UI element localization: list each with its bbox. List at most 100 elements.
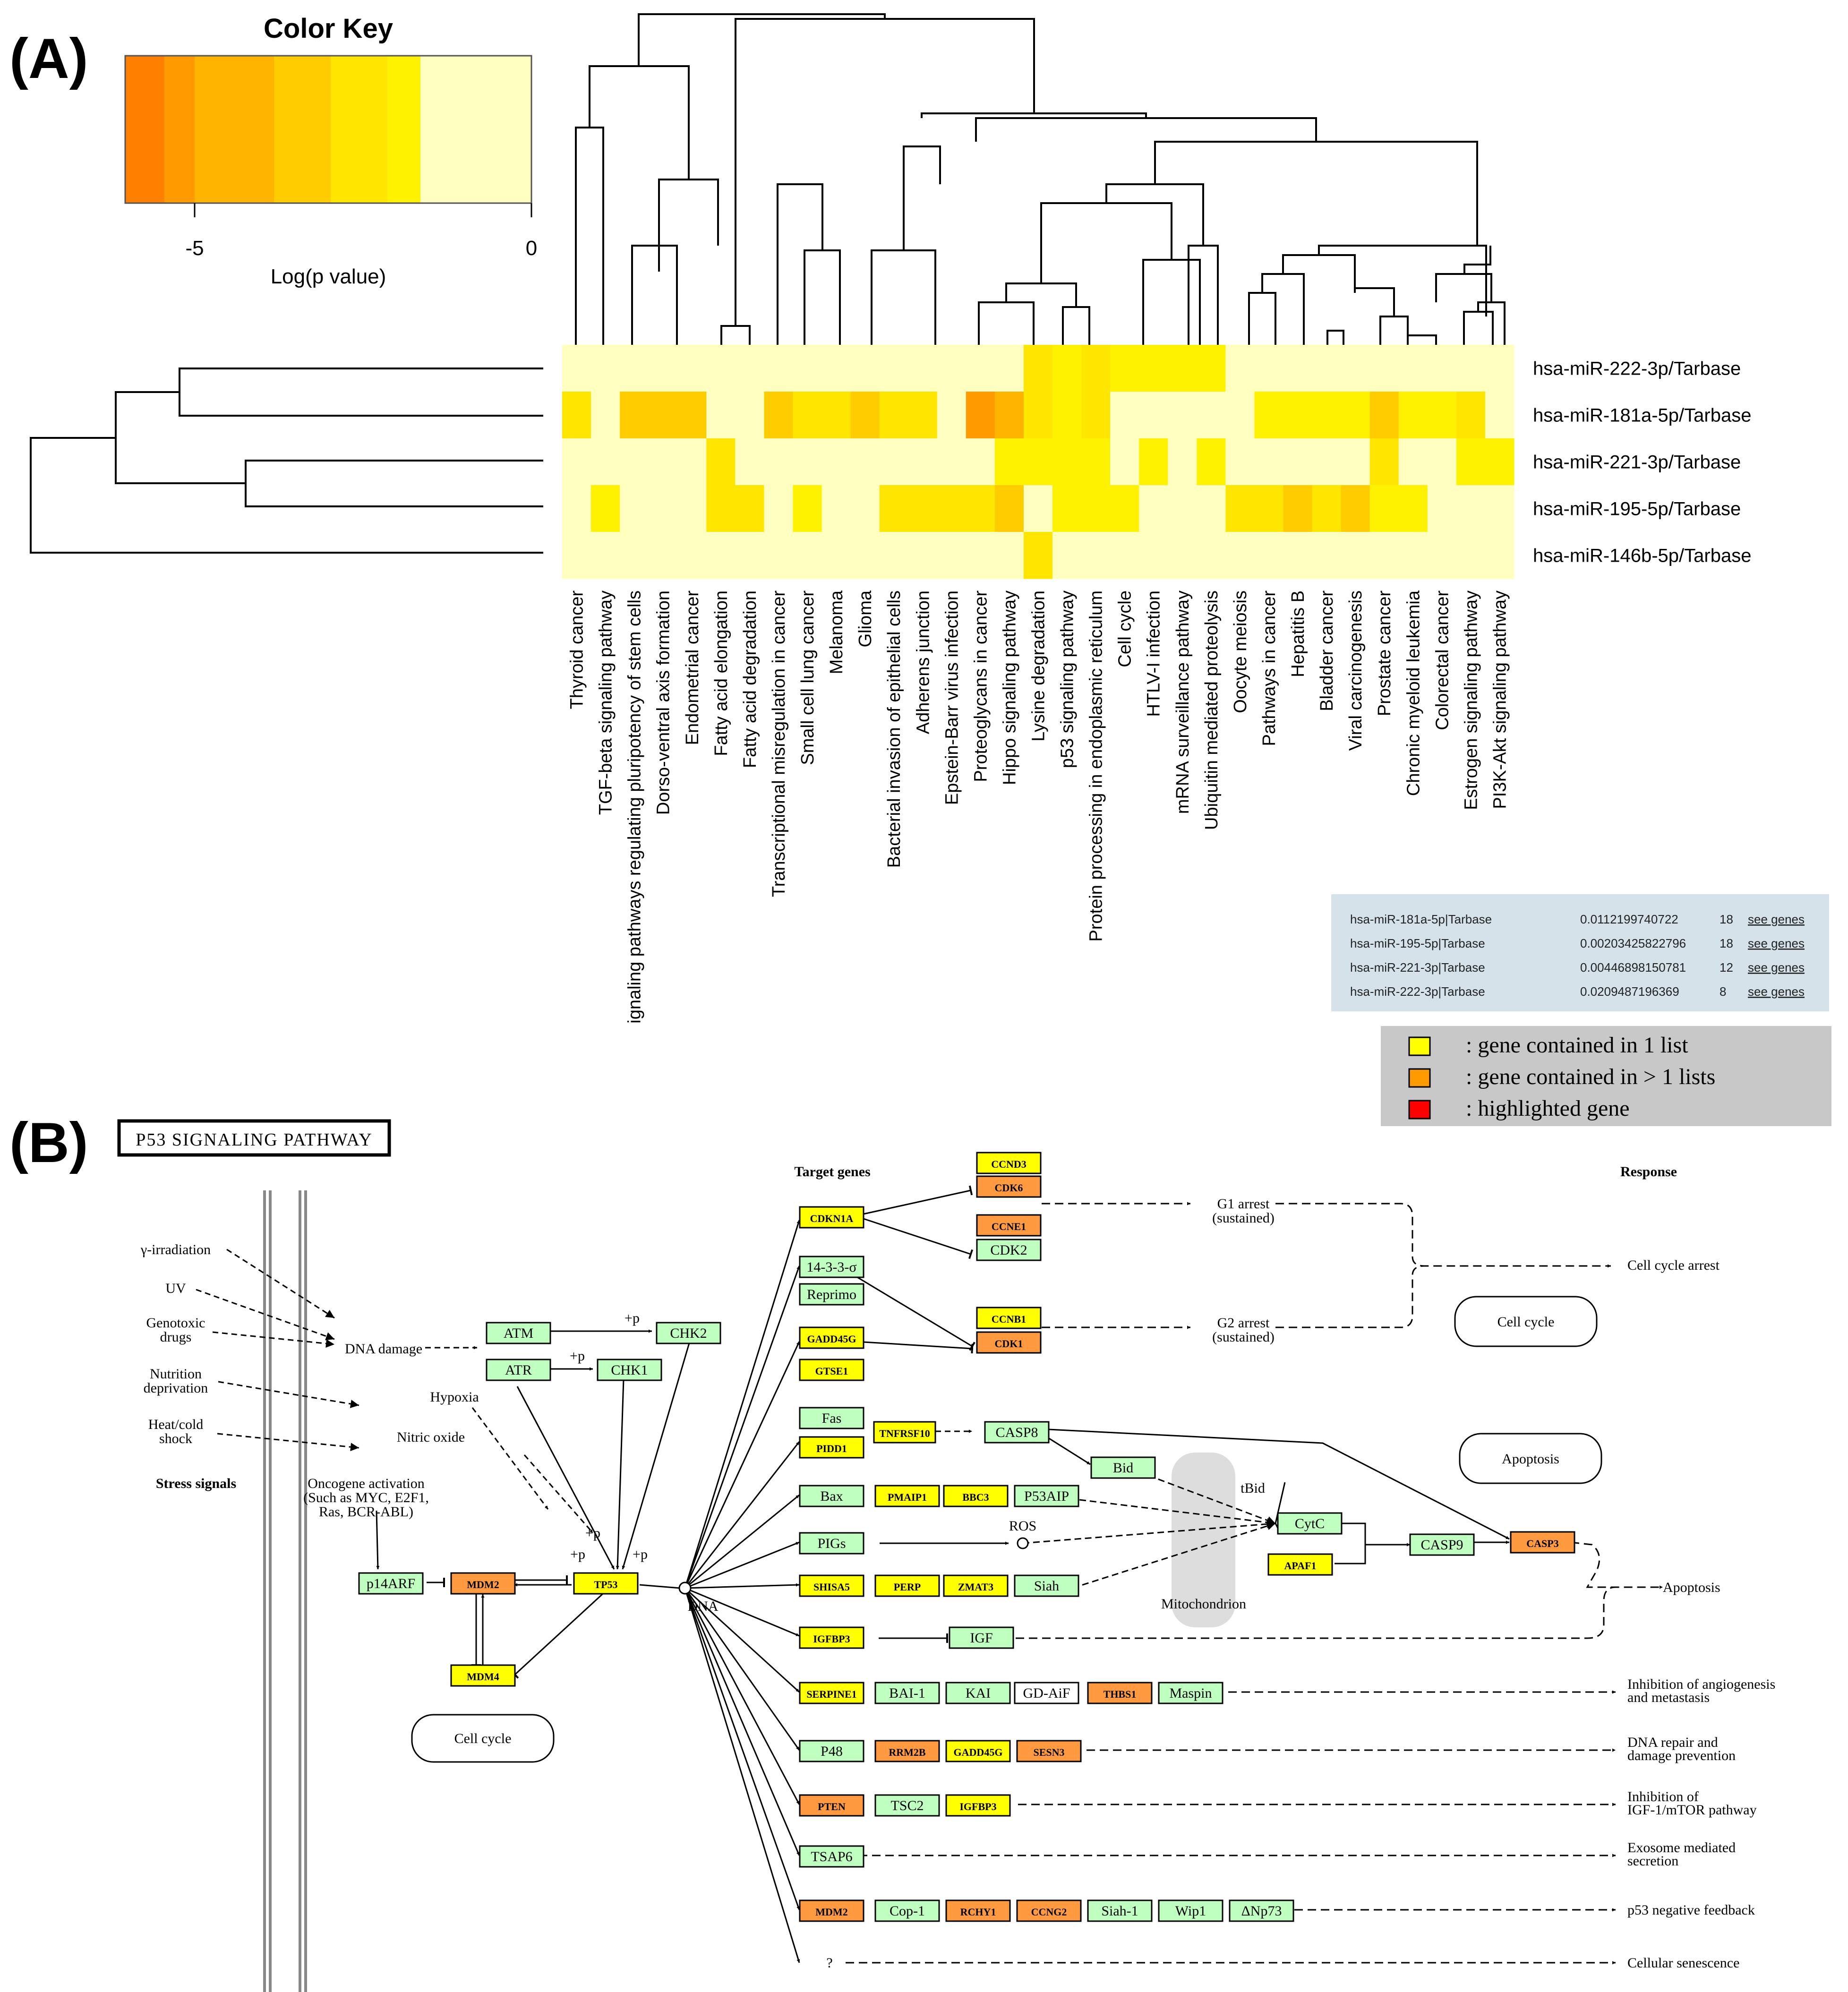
gene-node-gtse1[interactable]: GTSE1 <box>799 1359 864 1381</box>
gene-node-cytc[interactable]: CytC <box>1277 1512 1343 1535</box>
heatmap-cell <box>1398 532 1428 579</box>
gene-node-bax[interactable]: Bax <box>799 1485 864 1507</box>
gene-node-igfbp3-a[interactable]: IGFBP3 <box>799 1626 864 1649</box>
gene-node-atr[interactable]: ATR <box>486 1359 551 1381</box>
heatmap-cell <box>1427 345 1457 392</box>
panel-a-label: (A) <box>9 27 88 90</box>
see-genes-link[interactable]: see genes <box>1748 936 1805 950</box>
heatmap-column-label: p53 signaling pathway <box>1058 590 1078 768</box>
gene-node-serpine1[interactable]: SERPINE1 <box>799 1682 864 1704</box>
svg-text:Cell cycle arrest: Cell cycle arrest <box>1627 1257 1720 1273</box>
gene-node-pigs[interactable]: PIGs <box>799 1532 864 1555</box>
gene-node-casp3[interactable]: CASP3 <box>1510 1531 1575 1554</box>
gene-node-shisa5[interactable]: SHISA5 <box>799 1574 864 1597</box>
gene-node-cop1[interactable]: Cop-1 <box>874 1899 940 1922</box>
gene-node-zmat3[interactable]: ZMAT3 <box>943 1574 1009 1597</box>
gene-node-wip1[interactable]: Wip1 <box>1158 1899 1223 1922</box>
svg-text:tBid: tBid <box>1241 1480 1265 1496</box>
gene-node-casp8[interactable]: CASP8 <box>984 1421 1050 1444</box>
gene-node-chk1[interactable]: CHK1 <box>597 1359 662 1381</box>
gene-label: CDK2 <box>990 1242 1027 1258</box>
gene-node-s1433[interactable]: 14-3-3-σ <box>799 1256 864 1278</box>
pathway-title: P53 SIGNALING PATHWAY <box>136 1130 373 1150</box>
gene-node-cdk2[interactable]: CDK2 <box>976 1239 1042 1261</box>
heatmap-column-label: Ubiquitin mediated proteolysis <box>1202 590 1222 830</box>
gene-node-igf[interactable]: IGF <box>949 1626 1014 1649</box>
gene-node-tnfrsf10[interactable]: TNFRSF10 <box>873 1421 936 1444</box>
gene-node-ccnd3[interactable]: CCND3 <box>976 1152 1042 1174</box>
gene-node-p14arf[interactable]: p14ARF <box>358 1572 424 1595</box>
info-table-row: hsa-miR-195-5p|Tarbase 0.00203425822796 18… <box>1350 936 1805 950</box>
legend-swatch <box>1408 1068 1431 1088</box>
heatmap-cell <box>1341 532 1370 579</box>
svg-text:Cell cycle: Cell cycle <box>454 1731 512 1746</box>
heatmap-cell <box>1139 345 1168 392</box>
info-pvalue: 0.0112199740722 <box>1580 912 1678 926</box>
gene-node-thbs1[interactable]: THBS1 <box>1087 1682 1153 1704</box>
gene-label: GADD45G <box>807 1333 856 1345</box>
pathway-title-box <box>117 1119 391 1157</box>
gene-node-mdm2-b[interactable]: MDM2 <box>799 1899 864 1922</box>
gene-node-fas[interactable]: Fas <box>799 1407 864 1429</box>
heatmap-cell <box>1023 345 1053 392</box>
gene-node-atm[interactable]: ATM <box>486 1322 551 1344</box>
gene-node-rrm2b[interactable]: RRM2B <box>874 1740 940 1762</box>
gene-node-bai1[interactable]: BAI-1 <box>874 1682 940 1704</box>
gene-node-igfbp3-b[interactable]: IGFBP3 <box>945 1794 1011 1817</box>
gene-node-siah1[interactable]: Siah-1 <box>1087 1899 1153 1922</box>
heatmap-cell <box>966 392 995 439</box>
gene-label: CHK2 <box>670 1325 707 1341</box>
gene-node-mdm2-l[interactable]: MDM2 <box>450 1572 516 1595</box>
dna-node <box>678 1582 692 1595</box>
svg-text:Genotoxic: Genotoxic <box>146 1315 205 1331</box>
gene-node-maspin[interactable]: Maspin <box>1158 1682 1223 1704</box>
heatmap-cell <box>1485 485 1514 532</box>
svg-text:Stress signals: Stress signals <box>156 1476 236 1491</box>
gene-node-cdk1[interactable]: CDK1 <box>976 1331 1042 1354</box>
gene-node-kai[interactable]: KAI <box>945 1682 1011 1704</box>
heatmap-column-label: Glioma <box>856 590 875 647</box>
gene-node-casp9[interactable]: CASP9 <box>1409 1533 1475 1556</box>
heatmap-cell <box>850 392 880 439</box>
gene-node-tsap6[interactable]: TSAP6 <box>799 1845 864 1868</box>
heatmap-cell <box>908 438 938 486</box>
heatmap-cell <box>1283 532 1313 579</box>
heatmap-cell <box>562 485 591 532</box>
gene-node-tp53[interactable]: TP53 <box>573 1572 639 1595</box>
gene-node-p48[interactable]: P48 <box>799 1740 864 1762</box>
gene-node-dnp73[interactable]: ΔNp73 <box>1229 1899 1294 1922</box>
gene-node-cdkn1a[interactable]: CDKN1A <box>799 1206 864 1229</box>
gene-node-rchy1[interactable]: RCHY1 <box>945 1899 1011 1922</box>
heatmap-cell <box>1225 438 1255 486</box>
heatmap-cell <box>562 345 591 392</box>
heatmap-cell <box>1225 345 1255 392</box>
see-genes-link[interactable]: see genes <box>1748 984 1805 999</box>
svg-text:DNA damage: DNA damage <box>345 1341 422 1357</box>
gene-node-pmaip1[interactable]: PMAIP1 <box>874 1485 940 1507</box>
gene-node-mdm4[interactable]: MDM4 <box>450 1664 516 1687</box>
see-genes-link[interactable]: see genes <box>1748 960 1805 975</box>
gene-node-ccng2[interactable]: CCNG2 <box>1016 1899 1082 1922</box>
gene-node-bbc3[interactable]: BBC3 <box>943 1485 1009 1507</box>
heatmap-row-label: hsa-miR-146b-5p/Tarbase <box>1533 546 1751 566</box>
heatmap-cell <box>1110 438 1139 486</box>
gene-node-reprimo[interactable]: Reprimo <box>799 1283 864 1306</box>
gene-node-gadd45g-b[interactable]: GADD45G <box>945 1740 1011 1762</box>
gene-node-p53aip[interactable]: P53AIP <box>1014 1485 1079 1507</box>
gene-node-ccne1[interactable]: CCNE1 <box>976 1214 1042 1237</box>
gene-node-bid[interactable]: Bid <box>1090 1456 1156 1479</box>
gene-node-perp[interactable]: PERP <box>874 1574 940 1597</box>
gene-node-gdaif[interactable]: GD-AiF <box>1014 1682 1079 1704</box>
gene-node-apaf1[interactable]: APAF1 <box>1267 1553 1333 1576</box>
gene-node-chk2[interactable]: CHK2 <box>656 1322 721 1344</box>
gene-node-gadd45g-a[interactable]: GADD45G <box>799 1326 864 1349</box>
see-genes-link[interactable]: see genes <box>1748 912 1805 926</box>
gene-node-ccnb1[interactable]: CCNB1 <box>976 1307 1042 1329</box>
gene-node-pten[interactable]: PTEN <box>799 1794 864 1817</box>
gene-node-sesn3[interactable]: SESN3 <box>1016 1740 1082 1762</box>
gene-label: CCNG2 <box>1031 1906 1067 1918</box>
gene-node-siah[interactable]: Siah <box>1014 1574 1079 1597</box>
gene-node-pidd1[interactable]: PIDD1 <box>799 1436 864 1459</box>
gene-node-cdk6[interactable]: CDK6 <box>976 1175 1042 1198</box>
gene-node-tsc2[interactable]: TSC2 <box>874 1794 940 1817</box>
